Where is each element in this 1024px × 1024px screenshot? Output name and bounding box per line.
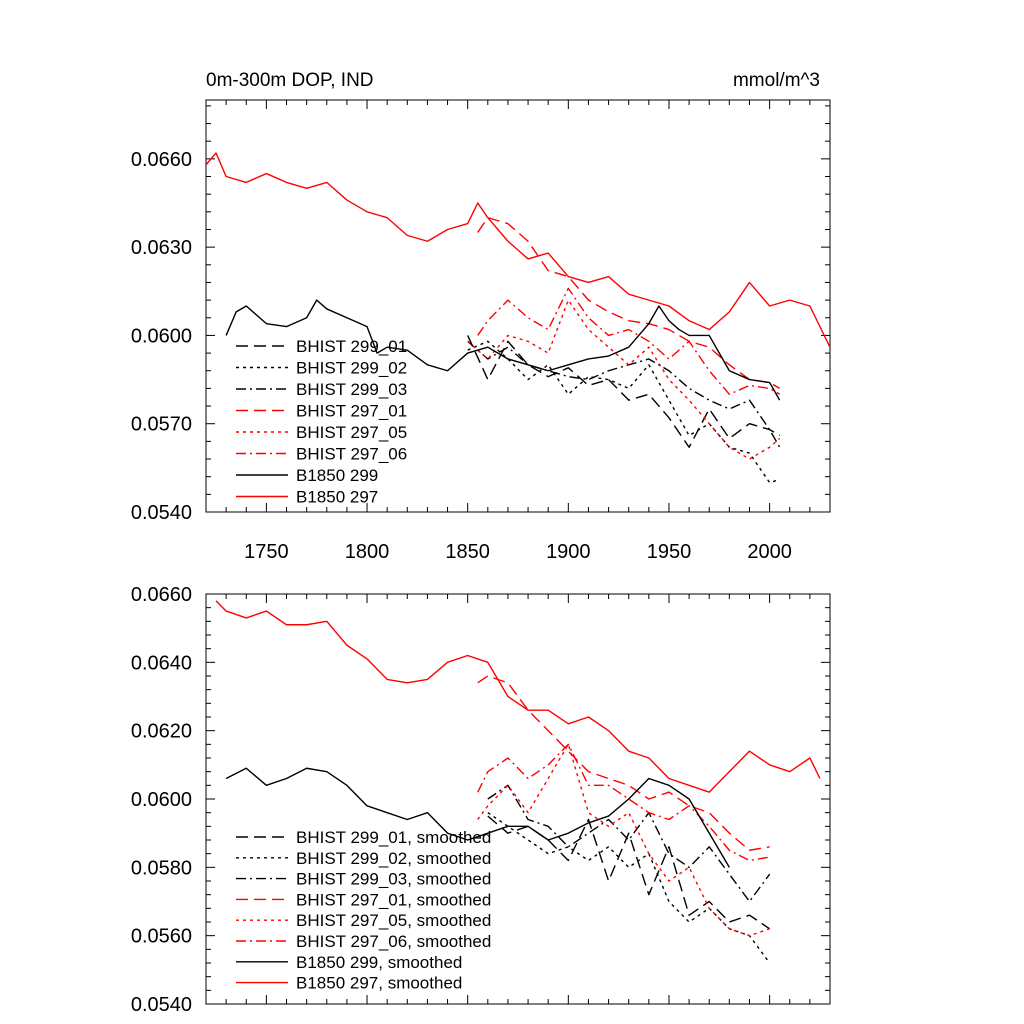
y-tick-label: 0.0540: [131, 994, 192, 1016]
y-tick-label: 0.0620: [131, 721, 192, 743]
series-line-bhist-297-05-smoothed: [477, 743, 770, 937]
legend-label: BHIST 297_05: [296, 423, 407, 442]
x-tick-label: 1750: [244, 541, 289, 563]
legend-label: BHIST 297_01, smoothed: [296, 890, 491, 909]
plot-title: 0m-300m DOP, IND: [206, 70, 374, 91]
legend-label: BHIST 299_01: [296, 337, 407, 356]
legend-label: BHIST 297_01: [296, 402, 407, 421]
series-line-bhist-299-03-smoothed: [487, 784, 771, 903]
legend-label: B1850 299: [296, 466, 378, 485]
x-tick-label: 1850: [445, 541, 490, 563]
series-group: [206, 152, 830, 484]
legend-label: BHIST 297_05, smoothed: [296, 911, 491, 930]
x-tick-label: 1800: [345, 541, 390, 563]
y-tick-label: 0.0660: [131, 149, 192, 171]
legend-label: BHIST 299_02: [296, 359, 407, 378]
legend-label: BHIST 299_03, smoothed: [296, 870, 491, 889]
series-line-b1850-297: [206, 152, 830, 348]
y-tick-label: 0.0660: [131, 584, 192, 606]
legend-label: B1850 299, smoothed: [296, 953, 462, 972]
y-tick-label: 0.0570: [131, 414, 192, 436]
series-group: [215, 600, 821, 964]
legend-label: B1850 297, smoothed: [296, 974, 462, 993]
y-tick-label: 0.0630: [131, 237, 192, 259]
legend-label: B1850 297: [296, 488, 378, 507]
y-tick-label: 0.0560: [131, 926, 192, 948]
y-tick-label: 0.0600: [131, 325, 192, 347]
legend-label: BHIST 299_01, smoothed: [296, 828, 491, 847]
legend-label: BHIST 297_06, smoothed: [296, 932, 491, 951]
bottom-panel: 0.0540 0.0560 0.0580 0.0600 0.0620 0.0640 0.06…: [131, 584, 831, 1016]
x-tick-label: 1950: [647, 541, 692, 563]
series-line-bhist-297-01-smoothed: [477, 675, 770, 851]
top-panel-marks: 1750 1800 1850 1900 1950 2000 0.0540 0.0570 0.06…: [131, 99, 831, 563]
units-label: mmol/m^3: [733, 70, 820, 91]
series-line-b1850-299: [225, 299, 781, 401]
y-tick-label: 0.0580: [131, 857, 192, 879]
x-tick-label: 1900: [546, 541, 591, 563]
series-line-bhist-297-06: [477, 287, 781, 395]
legend-label: BHIST 297_06: [296, 445, 407, 464]
series-line-bhist-297-06-smoothed: [477, 743, 770, 862]
series-line-b1850-299-smoothed: [225, 767, 730, 868]
series-line-bhist-299-01: [467, 335, 781, 448]
plot-frame: [205, 99, 831, 513]
series-line-bhist-299-02: [467, 340, 780, 484]
series-line-bhist-297-01: [477, 217, 781, 390]
bottom-panel-marks: 0.0540 0.0560 0.0580 0.0600 0.0620 0.0640 0.06…: [131, 584, 831, 1016]
legend-label: BHIST 299_03: [296, 380, 407, 399]
y-tick-label: 0.0600: [131, 789, 192, 811]
series-line-bhist-297-05: [467, 299, 781, 460]
y-tick-label: 0.0640: [131, 652, 192, 674]
series-line-b1850-297-smoothed: [215, 600, 821, 793]
legend-label: BHIST 299_02, smoothed: [296, 849, 491, 868]
top-panel: 0m-300m DOP, IND mmol/m^3 1750 1800 1850 19…: [131, 70, 831, 563]
x-tick-label: 2000: [747, 541, 792, 563]
y-tick-label: 0.0540: [131, 502, 192, 524]
series-line-bhist-299-02-smoothed: [487, 812, 771, 964]
